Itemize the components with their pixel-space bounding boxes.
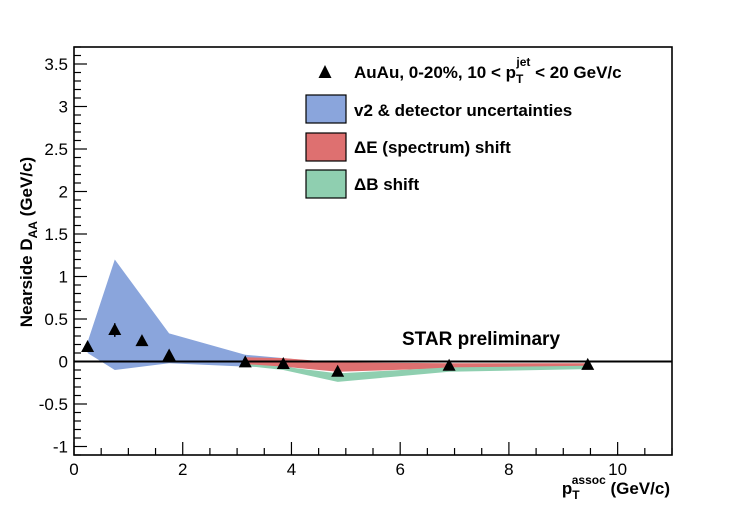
triangle-marker [581,357,595,370]
y-tick-label: 0 [59,353,68,372]
legend-points-sub: T [516,72,524,86]
legend-item-deltab: ΔB shift [305,169,419,199]
x-axis-title-sup: assoc [572,473,606,487]
x-axis: 0 2 4 6 8 10 [69,442,673,479]
legend-points-sup: jet [515,55,530,69]
x-axis-title-sub: T [572,488,580,502]
band-1 [245,357,588,372]
legend-label-v2: v2 & detector uncertainties [354,101,572,120]
x-tick-label: 2 [178,460,187,479]
triangle-marker [442,358,456,371]
triangle-marker [81,340,95,353]
y-tick-label: 2 [59,183,68,202]
x-axis-title: pTassoc (GeV/c) [562,473,670,502]
y-axis-title: Nearside DAA (GeV/c) [17,157,40,327]
data-point [135,334,149,347]
band-0 [87,259,588,370]
legend-label-points: AuAu, 0-20%, 10 < pTjet < 20 GeV/c [354,55,622,86]
y-tick-label: 0.5 [44,310,68,329]
legend-item-deltae: ΔE (spectrum) shift [305,132,511,162]
legend-swatch-deltab [305,169,347,199]
band-2 [245,364,588,382]
x-axis-title-unit: (GeV/c) [606,479,670,498]
triangle-marker [135,334,149,347]
triangle-marker [238,355,252,368]
y-tick-label: -0.5 [39,395,68,414]
data-point [331,364,345,377]
y-axis-title-sub: AA [26,221,40,239]
legend-label-deltab: ΔB shift [354,175,419,194]
x-tick-label: 0 [69,460,78,479]
triangle-marker [331,364,345,377]
points-layer [81,323,595,377]
y-axis: -1 -0.5 0 0.5 1 1.5 2 2.5 3 3.5 [39,46,87,457]
data-point [108,323,122,337]
x-tick-label: 4 [287,460,296,479]
legend: AuAu, 0-20%, 10 < pTjet < 20 GeV/c v2 & … [305,55,622,199]
x-tick-label: 6 [395,460,404,479]
y-axis-title-main: Nearside D [17,238,36,327]
data-point [276,357,290,370]
triangle-marker [162,348,176,361]
triangle-marker [108,323,122,336]
data-point [442,358,456,371]
bands-layer [87,259,588,382]
data-point [238,355,252,368]
triangle-marker [276,357,290,370]
legend-item-points: AuAu, 0-20%, 10 < pTjet < 20 GeV/c [318,55,622,86]
legend-points-pre: AuAu, 0-20%, 10 < p [354,63,516,82]
legend-label-deltae: ΔE (spectrum) shift [354,138,511,157]
x-tick-label: 8 [504,460,513,479]
legend-marker-triangle [318,65,332,78]
legend-item-v2: v2 & detector uncertainties [305,94,572,124]
y-tick-label: 1 [59,268,68,287]
y-tick-label: 2.5 [44,140,68,159]
data-point [81,340,95,353]
y-axis-title-unit: (GeV/c) [17,157,36,221]
y-tick-label: 1.5 [44,225,68,244]
data-point [581,357,595,370]
x-axis-title-main: p [562,479,572,498]
legend-points-post: < 20 GeV/c [530,63,621,82]
legend-swatch-v2 [305,94,347,124]
data-point [162,348,176,361]
y-tick-label: -1 [53,438,68,457]
star-preliminary-label: STAR preliminary [402,329,560,350]
y-tick-label: 3.5 [44,55,68,74]
x-tick-label: 10 [608,460,627,479]
legend-swatch-deltae [305,132,347,162]
y-tick-label: 3 [59,98,68,117]
